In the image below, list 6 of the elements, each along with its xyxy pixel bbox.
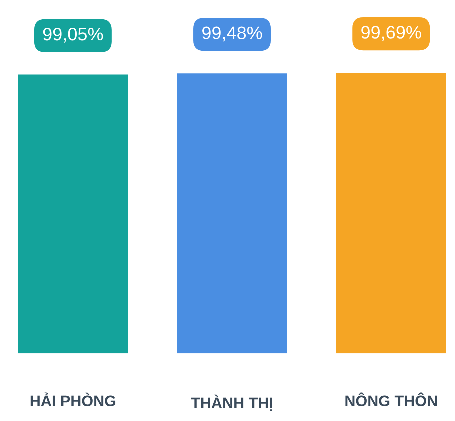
data-label: 99,05% <box>43 28 104 43</box>
x-tick-label: NÔNG THÔN <box>346 392 438 407</box>
x-tick-label: HẢI PHÒNG <box>30 392 116 407</box>
data-label: 99,48% <box>202 26 262 42</box>
x-tick-label: THÀNH THỊ <box>191 394 272 412</box>
data-label: 99,69% <box>362 26 422 42</box>
